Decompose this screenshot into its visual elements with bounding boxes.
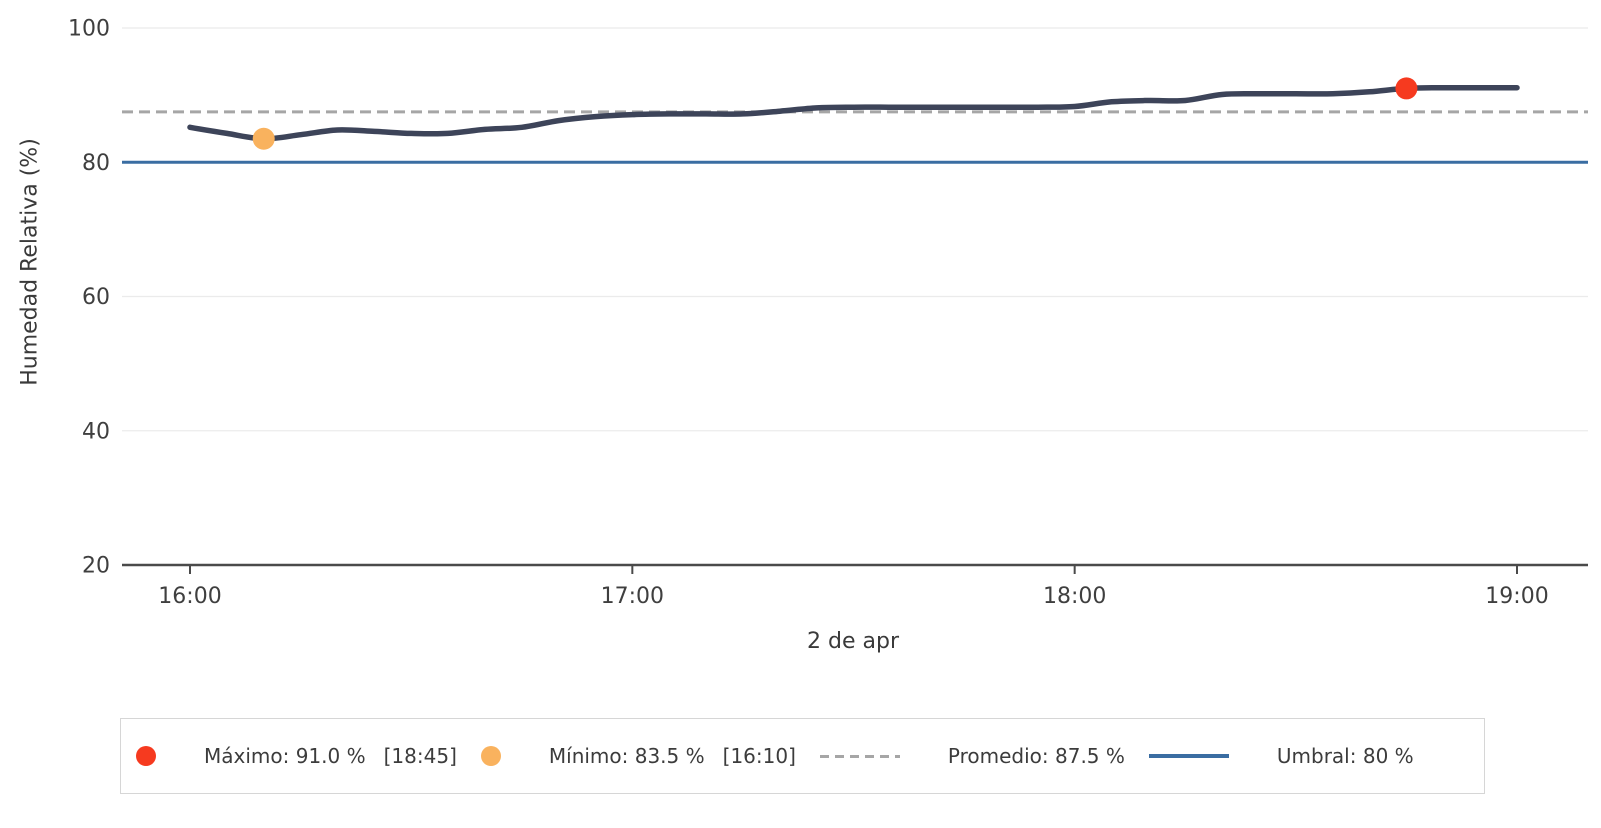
minimo-marker-icon [480,746,501,766]
gridlines [122,27,1588,432]
legend-label-umbral: Umbral: 80 % [1276,744,1414,768]
legend: Máximo: 91.0 % [18:45] Mínimo: 83.5 % [16:1… [120,718,1485,794]
min-marker [252,127,275,150]
legend-label-promedio: Promedio: 87.5 % [947,744,1125,768]
x-tick-label: 19:00 [1485,584,1548,609]
legend-time-minimo: [16:10] [722,744,796,768]
legend-item-promedio[interactable]: Promedio: 87.5 % [819,744,1125,768]
max-marker [1395,77,1418,100]
umbral-marker-icon [1148,754,1229,758]
legend-item-minimo[interactable]: Mínimo: 83.5 % [16:10] [480,744,796,768]
y-tick-label: 80 [82,151,110,176]
legend-time-maximo: [18:45] [383,744,457,768]
x-tick-label: 17:00 [601,584,664,609]
promedio-marker-icon [819,754,900,758]
legend-label-minimo: Mínimo: 83.5 % [548,744,705,768]
humidity-chart: 20 40 60 80 100 16:00 17:00 18:00 19:00 [68,17,1588,609]
y-tick-label: 60 [82,285,110,310]
maximo-marker-icon [136,746,156,766]
x-axis-ticks: 16:00 17:00 18:00 19:00 [158,565,1549,609]
legend-item-umbral[interactable]: Umbral: 80 % [1148,744,1414,768]
x-tick-label: 16:00 [158,584,221,609]
y-tick-label: 100 [68,17,110,42]
y-tick-label: 20 [82,554,110,579]
y-axis-title: Humedad Relativa (%) [17,138,43,386]
legend-item-maximo[interactable]: Máximo: 91.0 % [18:45] [136,744,457,768]
x-axis-title: 2 de apr [807,629,899,654]
x-tick-label: 18:00 [1043,584,1106,609]
legend-label-maximo: Máximo: 91.0 % [204,744,366,768]
y-axis-ticks: 20 40 60 80 100 [68,17,110,579]
humidity-line [187,84,1520,142]
y-tick-label: 40 [82,419,110,444]
